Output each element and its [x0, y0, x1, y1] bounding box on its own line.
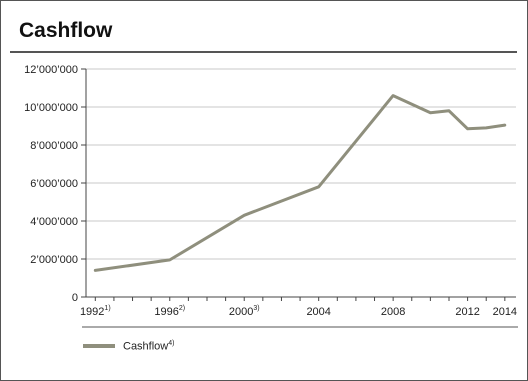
y-tick-label: 2’000’000 — [30, 254, 78, 266]
x-tick-label: 19962) — [154, 305, 185, 318]
y-tick-label: 4’000’000 — [30, 216, 78, 228]
x-tick-label: 2014 — [493, 306, 517, 318]
legend: Cashflow4) — [83, 340, 174, 353]
x-tick-label: 20003) — [229, 305, 260, 318]
title-divider — [10, 51, 517, 53]
y-tick-label: 12’000’000 — [24, 64, 78, 76]
legend-label-cashflow: Cashflow4) — [123, 340, 174, 353]
y-tick-label: 6’000’000 — [30, 178, 78, 190]
x-tick-label: 2012 — [455, 306, 479, 318]
legend-label-footnote: 4) — [168, 340, 175, 347]
y-tick-label: 0 — [72, 292, 78, 304]
x-tick-label: 19921) — [80, 305, 111, 318]
y-tick-label: 10’000’000 — [24, 102, 78, 114]
x-tick-label: 2008 — [381, 306, 405, 318]
series-line-cashflow — [93, 94, 507, 272]
legend-label-text: Cashflow — [123, 340, 169, 353]
x-tick-label: 2004 — [306, 306, 330, 318]
legend-swatch-cashflow — [83, 344, 115, 349]
chart-title: Cashflow — [19, 19, 113, 42]
y-tick-label: 8’000’000 — [30, 140, 78, 152]
